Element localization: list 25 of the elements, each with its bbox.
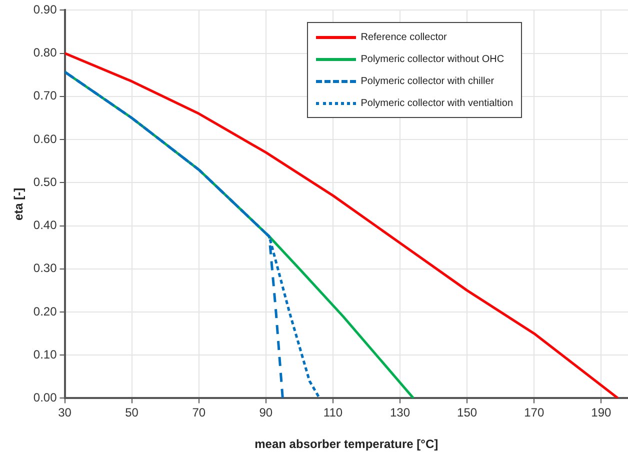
y-tick-label: 0.20: [33, 304, 58, 318]
y-tick-label: 0.30: [33, 261, 58, 276]
x-tick-label: 90: [259, 406, 273, 420]
x-tick-label: 50: [125, 406, 139, 420]
x-tick-label: 70: [192, 406, 206, 420]
y-tick-label: 0.80: [33, 46, 58, 60]
y-tick-label: 0.70: [33, 88, 58, 103]
y-axis-title: eta [-]: [12, 188, 26, 221]
y-tick-label: 0.10: [33, 347, 58, 362]
x-tick-label: 170: [524, 406, 544, 420]
legend-label: Polymeric collector with chiller: [360, 76, 494, 87]
y-tick-label: 0.50: [33, 174, 58, 189]
legend-label: Polymeric collector with ventialtion: [360, 98, 513, 109]
x-tick-label: 190: [591, 406, 612, 420]
x-tick-label: 150: [457, 406, 478, 420]
y-tick-label: 0.00: [33, 390, 58, 405]
legend-label: Reference collector: [360, 32, 447, 43]
legend-label: Polymeric collector without OHC: [360, 54, 504, 65]
y-tick-label: 0.90: [33, 2, 58, 17]
x-tick-label: 30: [58, 406, 72, 420]
x-axis-title: mean absorber temperature [°C]: [254, 437, 438, 452]
y-tick-label: 0.40: [33, 218, 58, 232]
x-tick-label: 130: [390, 406, 410, 420]
y-tick-label: 0.60: [33, 132, 58, 146]
x-tick-label: 110: [323, 406, 343, 420]
